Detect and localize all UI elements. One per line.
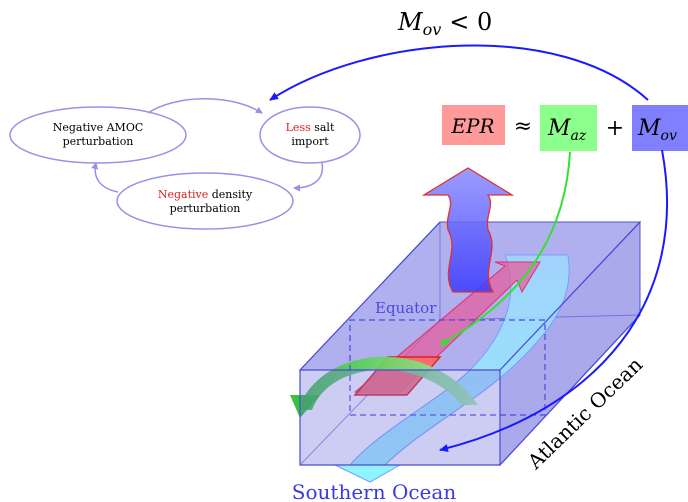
plus-sign: + bbox=[606, 116, 624, 141]
epr-box bbox=[442, 105, 505, 145]
maz-box bbox=[540, 105, 597, 151]
epr-label: EPR bbox=[450, 114, 494, 138]
maz-label: Maz bbox=[547, 116, 587, 144]
node-less-salt bbox=[259, 106, 361, 164]
mov-box bbox=[632, 105, 688, 151]
box-front-face bbox=[299, 369, 501, 466]
feedback-loop: Negative AMOC perturbation Less salt imp… bbox=[9, 98, 361, 230]
mov-down-arrow bbox=[439, 149, 668, 452]
mov-negative-label: Mov < 0 bbox=[397, 8, 492, 39]
loop-arrow-top bbox=[147, 98, 263, 114]
equator-plane bbox=[349, 319, 546, 416]
mov-to-loop-arrow bbox=[269, 44, 649, 101]
loop-arrow-left bbox=[91, 162, 119, 193]
mov-label: Mov bbox=[637, 116, 677, 144]
epr-upward-arrow bbox=[421, 167, 515, 293]
node-less-salt-line1: Less salt bbox=[286, 121, 335, 134]
node-less-salt-line2: import bbox=[291, 135, 329, 148]
node-negative-density-line1: Negative density bbox=[158, 188, 253, 201]
node-negative-amoc-line2: perturbation bbox=[63, 135, 134, 148]
approx-sign: ≈ bbox=[514, 114, 532, 139]
southern-ocean-label: Southern Ocean bbox=[292, 480, 457, 502]
node-negative-amoc-line1: Negative AMOC bbox=[53, 121, 144, 134]
node-negative-density bbox=[116, 172, 294, 230]
maz-gyre-arrowhead bbox=[290, 395, 320, 418]
atlantic-box bbox=[290, 167, 642, 483]
loop-arrow-right bbox=[293, 162, 324, 192]
maz-link-arrow bbox=[439, 151, 571, 346]
equator-label: Equator bbox=[375, 299, 437, 317]
node-negative-density-line2: perturbation bbox=[170, 202, 241, 215]
